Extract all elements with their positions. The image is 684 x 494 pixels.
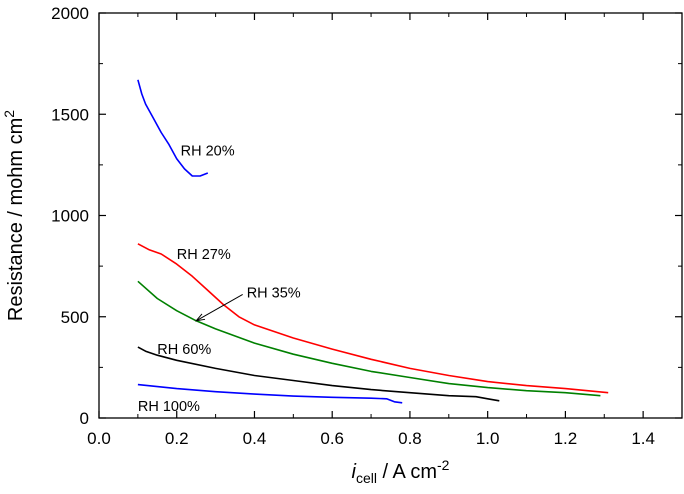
y-tick-label: 1000 xyxy=(51,207,89,226)
series-annotation: RH 100% xyxy=(138,399,200,415)
x-axis-title-rest: / A cm xyxy=(377,461,437,483)
annotation-arrowhead xyxy=(194,313,206,322)
series-line-rh-27 xyxy=(137,243,609,394)
x-axis-title: icell / A cm-2 xyxy=(352,457,450,486)
x-tick-label: 0.4 xyxy=(243,429,267,448)
x-tick-label: 1.0 xyxy=(476,429,500,448)
y-axis-title-sup: 2 xyxy=(1,110,17,118)
series-annotation: RH 20% xyxy=(181,144,235,160)
y-tick-label: 500 xyxy=(61,308,89,327)
y-tick-label: 0 xyxy=(80,409,89,428)
series-annotation: RH 60% xyxy=(157,342,211,358)
data-series xyxy=(137,79,609,404)
series-annotation: RH 35% xyxy=(247,285,301,301)
x-axis-title-sub: cell xyxy=(356,470,377,486)
series-line-rh-60 xyxy=(137,346,500,402)
series-line-rh-100 xyxy=(137,383,403,404)
annotation-arrow xyxy=(195,294,243,322)
y-axis-title-main: Resistance / mohm cm xyxy=(5,118,27,321)
y-tick-label: 2000 xyxy=(51,4,89,23)
x-tick-label: 1.4 xyxy=(631,429,655,448)
x-tick-label: 0.8 xyxy=(398,429,422,448)
x-tick-label: 0.6 xyxy=(320,429,344,448)
y-tick-labels: 0 500 1000 1500 2000 xyxy=(51,4,89,428)
x-tick-label: 0.2 xyxy=(165,429,189,448)
annotations: RH 20% RH 27% RH 35% RH 60% RH 100% xyxy=(138,144,301,415)
x-axis-title-sup: -2 xyxy=(437,457,450,473)
series-line-rh-20 xyxy=(137,79,209,177)
x-axis-title-main: i xyxy=(352,461,357,483)
y-tick-label: 1500 xyxy=(51,105,89,124)
plot-frame xyxy=(98,12,683,419)
x-tick-label: 0.0 xyxy=(87,429,111,448)
series-annotation: RH 27% xyxy=(177,247,231,263)
x-tick-labels: 0.0 0.2 0.4 0.6 0.8 1.0 1.2 1.4 xyxy=(87,429,655,448)
x-tick-label: 1.2 xyxy=(554,429,578,448)
y-axis-title: Resistance / mohm cm2 xyxy=(1,110,27,321)
series-line-rh-35 xyxy=(137,280,601,397)
